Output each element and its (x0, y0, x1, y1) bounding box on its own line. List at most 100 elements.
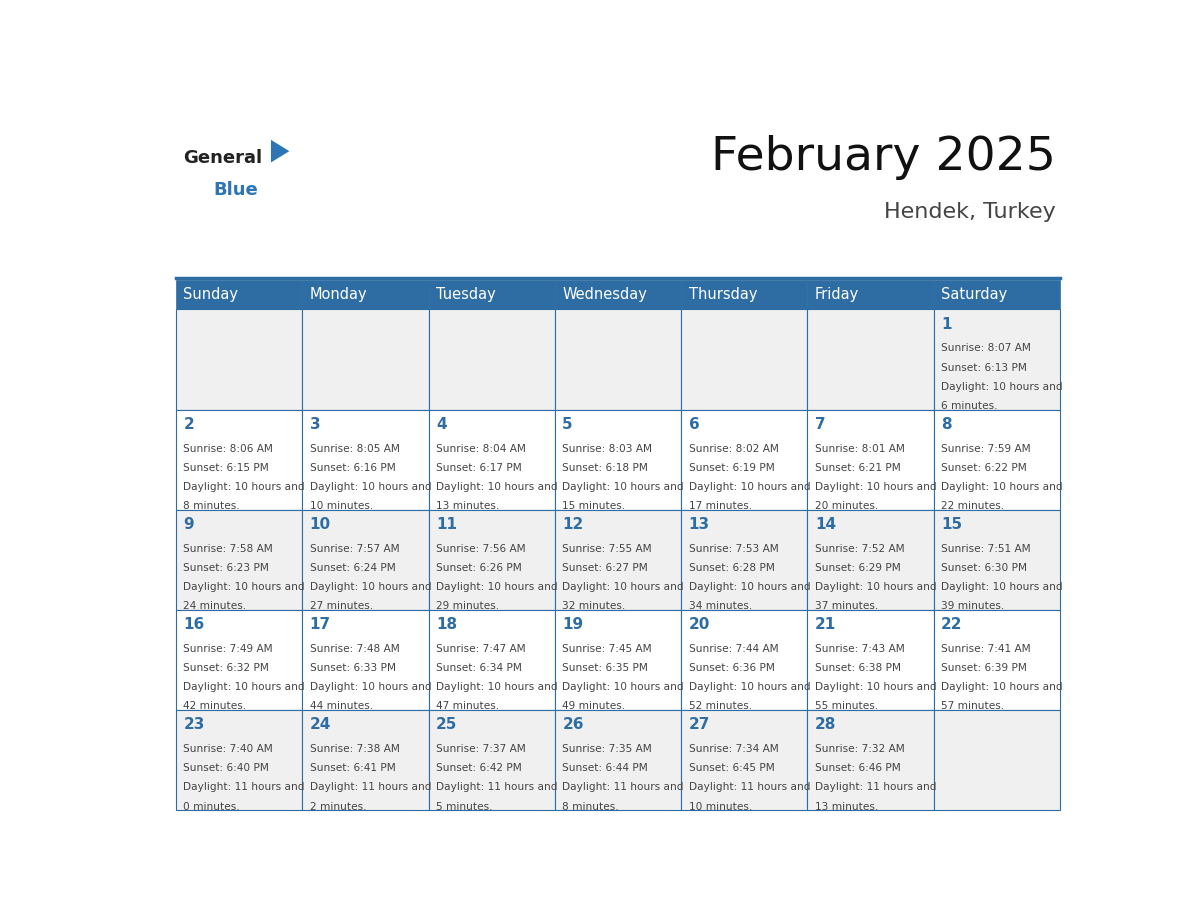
Text: Sunset: 6:23 PM: Sunset: 6:23 PM (183, 563, 270, 573)
Text: 15 minutes.: 15 minutes. (562, 501, 625, 511)
Text: Sunset: 6:46 PM: Sunset: 6:46 PM (815, 763, 901, 773)
Bar (429, 610, 555, 710)
Bar (429, 710, 555, 810)
Text: Sunset: 6:18 PM: Sunset: 6:18 PM (562, 463, 649, 473)
Text: February 2025: February 2025 (710, 135, 1055, 180)
Text: 7: 7 (815, 417, 826, 431)
Text: 13 minutes.: 13 minutes. (436, 501, 499, 511)
Bar (808, 309, 934, 409)
Text: 0 minutes.: 0 minutes. (183, 801, 240, 812)
Text: Sunrise: 7:38 AM: Sunrise: 7:38 AM (310, 744, 399, 754)
Text: Sunset: 6:16 PM: Sunset: 6:16 PM (310, 463, 396, 473)
Text: 17: 17 (310, 617, 331, 632)
Bar (934, 509, 1060, 610)
Text: Sunset: 6:33 PM: Sunset: 6:33 PM (310, 663, 396, 673)
Text: Sunrise: 8:07 AM: Sunrise: 8:07 AM (941, 343, 1031, 353)
Text: Sunrise: 8:01 AM: Sunrise: 8:01 AM (815, 443, 905, 453)
Text: Saturday: Saturday (941, 287, 1007, 302)
Text: 12: 12 (562, 517, 583, 532)
Bar (555, 309, 681, 409)
Text: 5: 5 (562, 417, 573, 431)
Text: Sunrise: 7:47 AM: Sunrise: 7:47 AM (436, 644, 525, 654)
Text: Daylight: 10 hours and: Daylight: 10 hours and (562, 682, 684, 692)
Polygon shape (271, 140, 290, 162)
Text: Sunset: 6:17 PM: Sunset: 6:17 PM (436, 463, 522, 473)
Text: Hendek, Turkey: Hendek, Turkey (884, 202, 1055, 222)
Bar (681, 509, 808, 610)
Text: 10 minutes.: 10 minutes. (689, 801, 752, 812)
Text: Tuesday: Tuesday (436, 287, 495, 302)
Text: 9: 9 (183, 517, 194, 532)
Text: Wednesday: Wednesday (562, 287, 647, 302)
Bar (555, 409, 681, 509)
Text: Sunrise: 8:04 AM: Sunrise: 8:04 AM (436, 443, 526, 453)
Bar (176, 509, 303, 610)
Text: Sunset: 6:45 PM: Sunset: 6:45 PM (689, 763, 775, 773)
Text: Sunset: 6:38 PM: Sunset: 6:38 PM (815, 663, 901, 673)
Text: 15: 15 (941, 517, 962, 532)
Text: 5 minutes.: 5 minutes. (436, 801, 493, 812)
Text: Sunset: 6:39 PM: Sunset: 6:39 PM (941, 663, 1026, 673)
Text: Sunrise: 7:59 AM: Sunrise: 7:59 AM (941, 443, 1031, 453)
Text: Daylight: 10 hours and: Daylight: 10 hours and (689, 682, 810, 692)
Text: 18: 18 (436, 617, 457, 632)
Bar (429, 280, 555, 309)
Text: 57 minutes.: 57 minutes. (941, 701, 1004, 711)
Text: 29 minutes.: 29 minutes. (436, 601, 499, 611)
Text: Sunset: 6:28 PM: Sunset: 6:28 PM (689, 563, 775, 573)
Bar (429, 409, 555, 509)
Text: Daylight: 10 hours and: Daylight: 10 hours and (815, 482, 936, 492)
Bar (934, 409, 1060, 509)
Text: Daylight: 10 hours and: Daylight: 10 hours and (436, 582, 557, 592)
Text: 2 minutes.: 2 minutes. (310, 801, 366, 812)
Text: Sunrise: 7:49 AM: Sunrise: 7:49 AM (183, 644, 273, 654)
Text: Daylight: 10 hours and: Daylight: 10 hours and (183, 482, 305, 492)
Text: Sunset: 6:41 PM: Sunset: 6:41 PM (310, 763, 396, 773)
Text: Sunrise: 7:35 AM: Sunrise: 7:35 AM (562, 744, 652, 754)
Text: 52 minutes.: 52 minutes. (689, 701, 752, 711)
Text: 22 minutes.: 22 minutes. (941, 501, 1004, 511)
Text: Friday: Friday (815, 287, 859, 302)
Text: Sunrise: 7:48 AM: Sunrise: 7:48 AM (310, 644, 399, 654)
Text: Sunset: 6:32 PM: Sunset: 6:32 PM (183, 663, 270, 673)
Text: 16: 16 (183, 617, 204, 632)
Bar (808, 610, 934, 710)
Text: 17 minutes.: 17 minutes. (689, 501, 752, 511)
Text: Daylight: 10 hours and: Daylight: 10 hours and (941, 482, 1063, 492)
Text: General: General (183, 149, 263, 167)
Text: Sunset: 6:29 PM: Sunset: 6:29 PM (815, 563, 901, 573)
Text: 47 minutes.: 47 minutes. (436, 701, 499, 711)
Text: Daylight: 11 hours and: Daylight: 11 hours and (310, 782, 431, 792)
Text: 4: 4 (436, 417, 447, 431)
Text: Sunset: 6:19 PM: Sunset: 6:19 PM (689, 463, 775, 473)
Text: Sunset: 6:13 PM: Sunset: 6:13 PM (941, 363, 1026, 373)
Text: Sunset: 6:22 PM: Sunset: 6:22 PM (941, 463, 1026, 473)
Text: Daylight: 10 hours and: Daylight: 10 hours and (183, 682, 305, 692)
Text: Sunrise: 7:53 AM: Sunrise: 7:53 AM (689, 543, 778, 554)
Text: Blue: Blue (214, 181, 259, 199)
Text: 20 minutes.: 20 minutes. (815, 501, 878, 511)
Text: 26: 26 (562, 717, 583, 732)
Bar (176, 710, 303, 810)
Text: Daylight: 11 hours and: Daylight: 11 hours and (436, 782, 557, 792)
Text: Sunset: 6:26 PM: Sunset: 6:26 PM (436, 563, 522, 573)
Text: Sunrise: 7:57 AM: Sunrise: 7:57 AM (310, 543, 399, 554)
Bar (429, 309, 555, 409)
Text: 24: 24 (310, 717, 331, 732)
Text: Daylight: 10 hours and: Daylight: 10 hours and (436, 482, 557, 492)
Text: Daylight: 10 hours and: Daylight: 10 hours and (689, 482, 810, 492)
Text: Sunrise: 7:34 AM: Sunrise: 7:34 AM (689, 744, 778, 754)
Bar (176, 409, 303, 509)
Text: 8: 8 (941, 417, 952, 431)
Text: 25: 25 (436, 717, 457, 732)
Text: Sunrise: 7:58 AM: Sunrise: 7:58 AM (183, 543, 273, 554)
Text: 21: 21 (815, 617, 836, 632)
Text: Sunrise: 7:37 AM: Sunrise: 7:37 AM (436, 744, 526, 754)
Text: Daylight: 10 hours and: Daylight: 10 hours and (436, 682, 557, 692)
Bar (808, 280, 934, 309)
Bar (555, 710, 681, 810)
Text: Sunset: 6:44 PM: Sunset: 6:44 PM (562, 763, 647, 773)
Text: 20: 20 (689, 617, 710, 632)
Text: 22: 22 (941, 617, 962, 632)
Text: Sunset: 6:21 PM: Sunset: 6:21 PM (815, 463, 901, 473)
